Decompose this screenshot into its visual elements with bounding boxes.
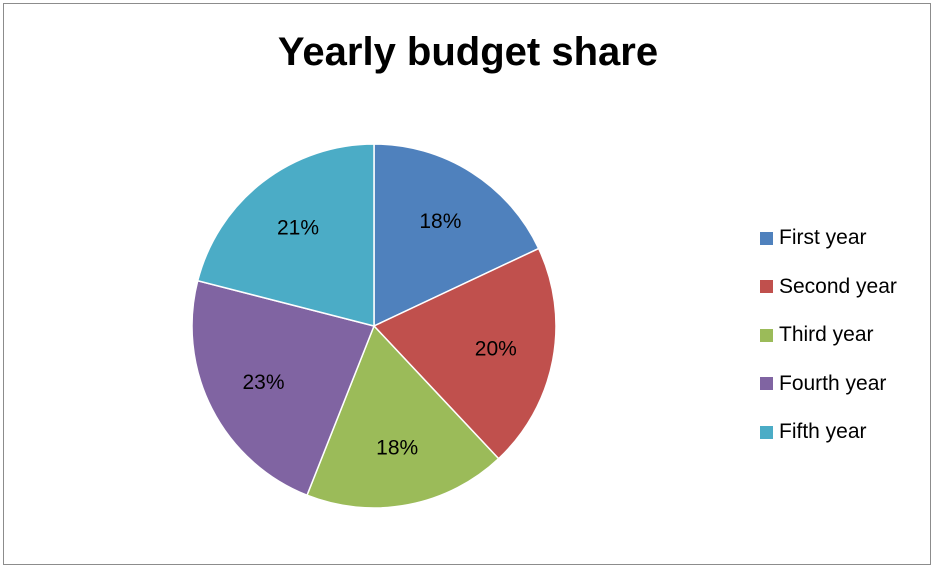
legend-item-1: First year: [760, 214, 897, 263]
legend-label: Second year: [779, 274, 897, 298]
data-label-3: 18%: [376, 436, 418, 459]
legend-item-5: Fifth year: [760, 408, 897, 457]
chart-title: Yearly budget share: [277, 30, 659, 74]
legend-swatch: [760, 328, 773, 342]
pie-slice-4: [191, 279, 376, 497]
pie-slice-5: [196, 143, 375, 327]
legend-label: Third year: [779, 323, 874, 347]
data-label-1: 18%: [419, 210, 461, 233]
pie-slice-3: [306, 324, 500, 509]
data-label-5: 21%: [277, 217, 319, 240]
data-label-4: 23%: [242, 371, 284, 394]
legend-swatch: [760, 425, 773, 439]
legend-swatch: [760, 377, 773, 391]
legend-item-3: Third year: [760, 311, 897, 360]
legend-item-4: Fourth year: [760, 360, 897, 409]
legend-label: Fourth year: [779, 371, 887, 395]
legend-item-2: Second year: [760, 263, 897, 312]
legend-label: Fifth year: [779, 420, 867, 444]
pie-slice-1: [373, 143, 540, 328]
legend: First year Second year Third year Fourth ye…: [760, 214, 897, 457]
legend-swatch: [760, 231, 773, 245]
pie-slice-2: [372, 247, 557, 460]
legend-label: First year: [779, 226, 867, 250]
legend-swatch: [760, 280, 773, 294]
data-label-2: 20%: [475, 338, 517, 361]
